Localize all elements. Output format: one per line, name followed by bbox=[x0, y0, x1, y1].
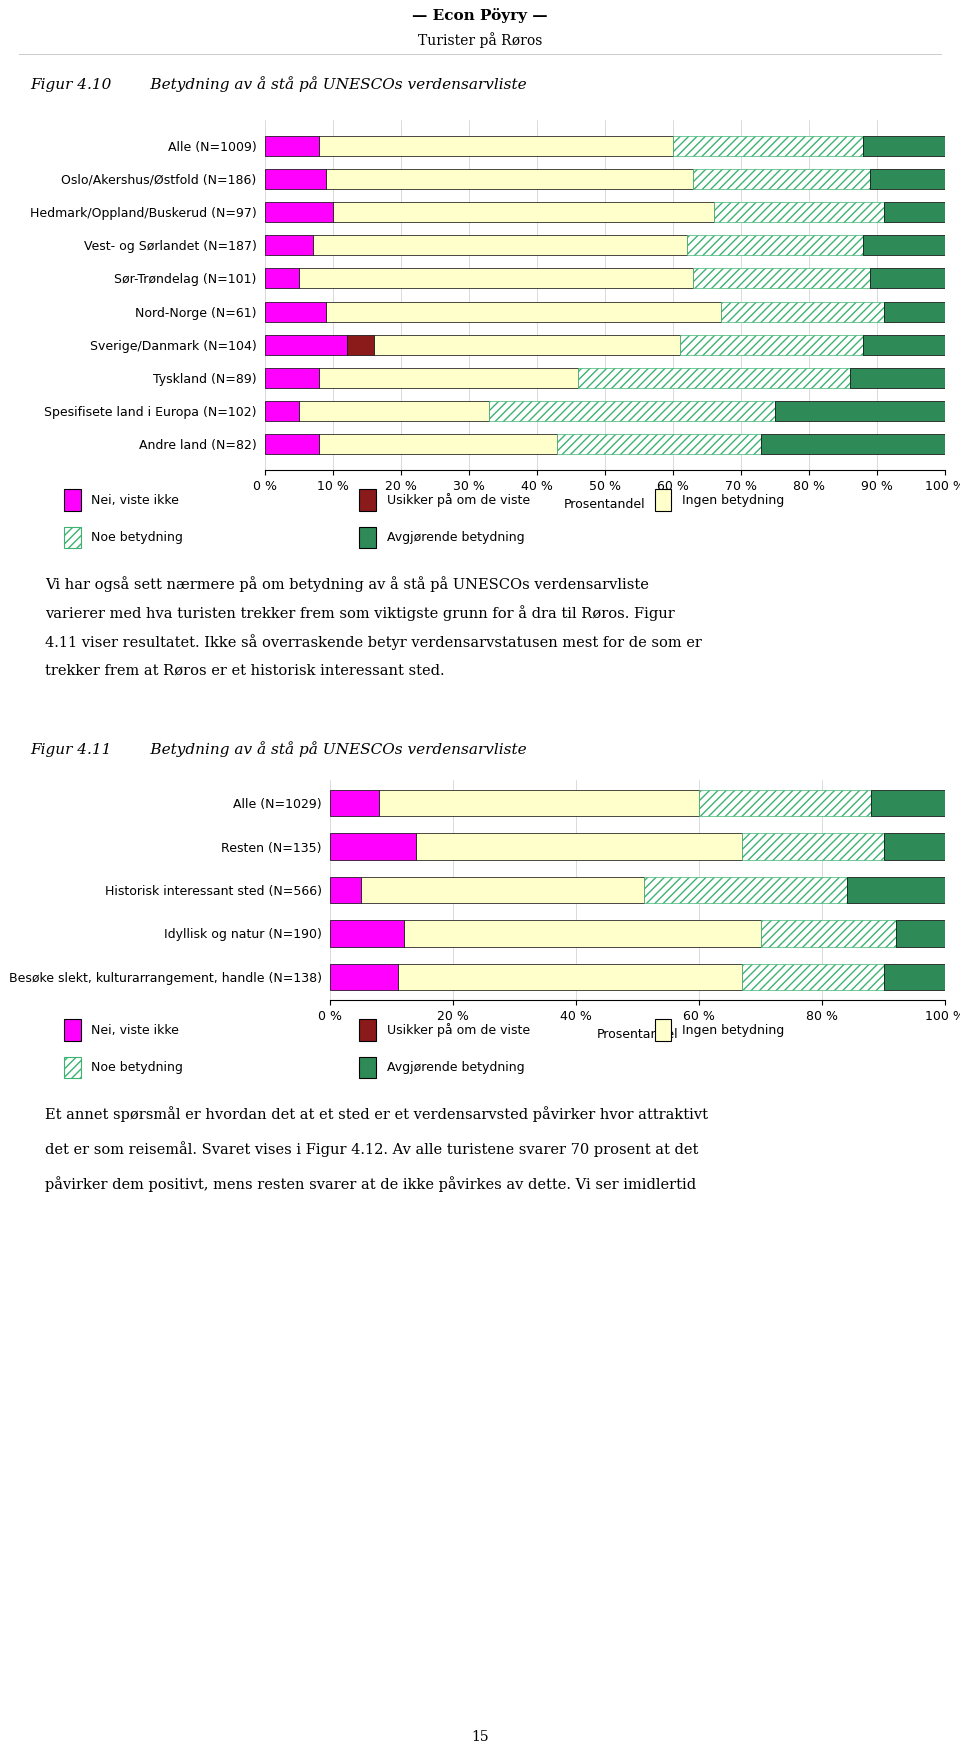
Bar bbox=[64, 490, 81, 511]
Text: Figur 4.10        Betydning av å stå på UNESCOs verdensarvliste: Figur 4.10 Betydning av å stå på UNESCOs… bbox=[30, 76, 527, 91]
Bar bbox=[655, 1019, 671, 1040]
Bar bbox=[883, 965, 945, 989]
Bar bbox=[265, 367, 320, 388]
Bar bbox=[265, 269, 299, 288]
Text: det er som reisemål. Svaret vises i Figur 4.12. Av alle turistene svarer 70 pros: det er som reisemål. Svaret vises i Figu… bbox=[45, 1142, 698, 1158]
Bar bbox=[347, 336, 373, 355]
Bar bbox=[330, 921, 404, 947]
Bar bbox=[359, 1056, 376, 1079]
Text: Nei, viste ikke: Nei, viste ikke bbox=[91, 494, 180, 506]
Bar bbox=[578, 367, 850, 388]
Bar bbox=[379, 791, 699, 815]
Bar bbox=[721, 302, 884, 322]
Text: trekker frem at Røros er et historisk interessant sted.: trekker frem at Røros er et historisk in… bbox=[45, 662, 444, 676]
Bar bbox=[742, 965, 883, 989]
Bar bbox=[742, 833, 883, 859]
Bar bbox=[896, 921, 945, 947]
Bar bbox=[760, 921, 896, 947]
Text: Vi har også sett nærmere på om betydning av å stå på UNESCOs verdensarvliste: Vi har også sett nærmere på om betydning… bbox=[45, 576, 649, 592]
Bar bbox=[884, 302, 945, 322]
Bar bbox=[333, 202, 714, 221]
Bar bbox=[326, 302, 721, 322]
Bar bbox=[313, 235, 686, 255]
Bar bbox=[558, 434, 761, 453]
Bar bbox=[850, 367, 945, 388]
Bar bbox=[884, 202, 945, 221]
Text: Usikker på om de viste: Usikker på om de viste bbox=[387, 1023, 530, 1037]
Text: Noe betydning: Noe betydning bbox=[91, 531, 183, 545]
Bar bbox=[775, 401, 945, 422]
Bar bbox=[686, 235, 863, 255]
Bar bbox=[883, 833, 945, 859]
Text: Ingen betydning: Ingen betydning bbox=[683, 494, 784, 506]
Bar bbox=[299, 269, 693, 288]
Bar bbox=[320, 367, 578, 388]
Bar bbox=[330, 965, 397, 989]
Text: varierer med hva turisten trekker frem som viktigste grunn for å dra til Røros. : varierer med hva turisten trekker frem s… bbox=[45, 606, 675, 622]
Bar bbox=[847, 877, 945, 903]
Bar bbox=[693, 269, 870, 288]
Bar bbox=[299, 401, 490, 422]
Bar bbox=[416, 833, 742, 859]
X-axis label: Prosentandel: Prosentandel bbox=[564, 499, 646, 511]
Bar bbox=[265, 235, 313, 255]
Bar bbox=[699, 791, 872, 815]
Bar bbox=[265, 302, 326, 322]
Text: Usikker på om de viste: Usikker på om de viste bbox=[387, 494, 530, 508]
Text: Nei, viste ikke: Nei, viste ikke bbox=[91, 1024, 180, 1037]
Bar bbox=[265, 401, 299, 422]
Bar bbox=[265, 202, 333, 221]
Bar bbox=[359, 490, 376, 511]
Bar bbox=[655, 490, 671, 511]
Text: Turister på Røros: Turister på Røros bbox=[418, 32, 542, 47]
Bar bbox=[361, 877, 643, 903]
Bar bbox=[643, 877, 847, 903]
Text: Avgjørende betydning: Avgjørende betydning bbox=[387, 1061, 524, 1074]
Text: Noe betydning: Noe betydning bbox=[91, 1061, 183, 1074]
Bar bbox=[320, 434, 558, 453]
Bar bbox=[863, 235, 945, 255]
Bar bbox=[863, 336, 945, 355]
Bar bbox=[714, 202, 884, 221]
Text: Et annet spørsmål er hvordan det at et sted er et verdensarvsted påvirker hvor a: Et annet spørsmål er hvordan det at et s… bbox=[45, 1105, 708, 1123]
Bar bbox=[326, 169, 693, 190]
Bar bbox=[863, 135, 945, 156]
Bar bbox=[320, 135, 673, 156]
Text: — Econ Pöyry —: — Econ Pöyry — bbox=[412, 9, 548, 23]
Bar bbox=[870, 169, 945, 190]
Bar bbox=[64, 527, 81, 548]
Bar bbox=[64, 1019, 81, 1040]
Bar bbox=[330, 877, 361, 903]
Bar bbox=[673, 135, 863, 156]
Bar bbox=[330, 833, 416, 859]
Bar bbox=[870, 269, 945, 288]
Bar bbox=[490, 401, 775, 422]
Bar bbox=[373, 336, 680, 355]
Bar bbox=[330, 791, 379, 815]
Bar bbox=[693, 169, 870, 190]
Bar bbox=[265, 434, 320, 453]
Bar bbox=[265, 169, 326, 190]
Bar bbox=[265, 135, 320, 156]
Bar bbox=[397, 965, 742, 989]
Text: Avgjørende betydning: Avgjørende betydning bbox=[387, 531, 524, 545]
Bar bbox=[64, 1056, 81, 1079]
Bar bbox=[265, 336, 347, 355]
Text: Ingen betydning: Ingen betydning bbox=[683, 1024, 784, 1037]
Text: 15: 15 bbox=[471, 1731, 489, 1745]
Text: 4.11 viser resultatet. Ikke så overraskende betyr verdensarvstatusen mest for de: 4.11 viser resultatet. Ikke så overraske… bbox=[45, 634, 702, 650]
Bar bbox=[359, 527, 376, 548]
Bar bbox=[404, 921, 760, 947]
Text: påvirker dem positivt, mens resten svarer at de ikke påvirkes av dette. Vi ser i: påvirker dem positivt, mens resten svare… bbox=[45, 1177, 696, 1193]
X-axis label: Prosentandel: Prosentandel bbox=[597, 1028, 679, 1042]
Text: Figur 4.11        Betydning av å stå på UNESCOs verdensarvliste: Figur 4.11 Betydning av å stå på UNESCOs… bbox=[30, 741, 527, 757]
Bar bbox=[872, 791, 945, 815]
Bar bbox=[680, 336, 863, 355]
Bar bbox=[359, 1019, 376, 1040]
Bar bbox=[761, 434, 945, 453]
